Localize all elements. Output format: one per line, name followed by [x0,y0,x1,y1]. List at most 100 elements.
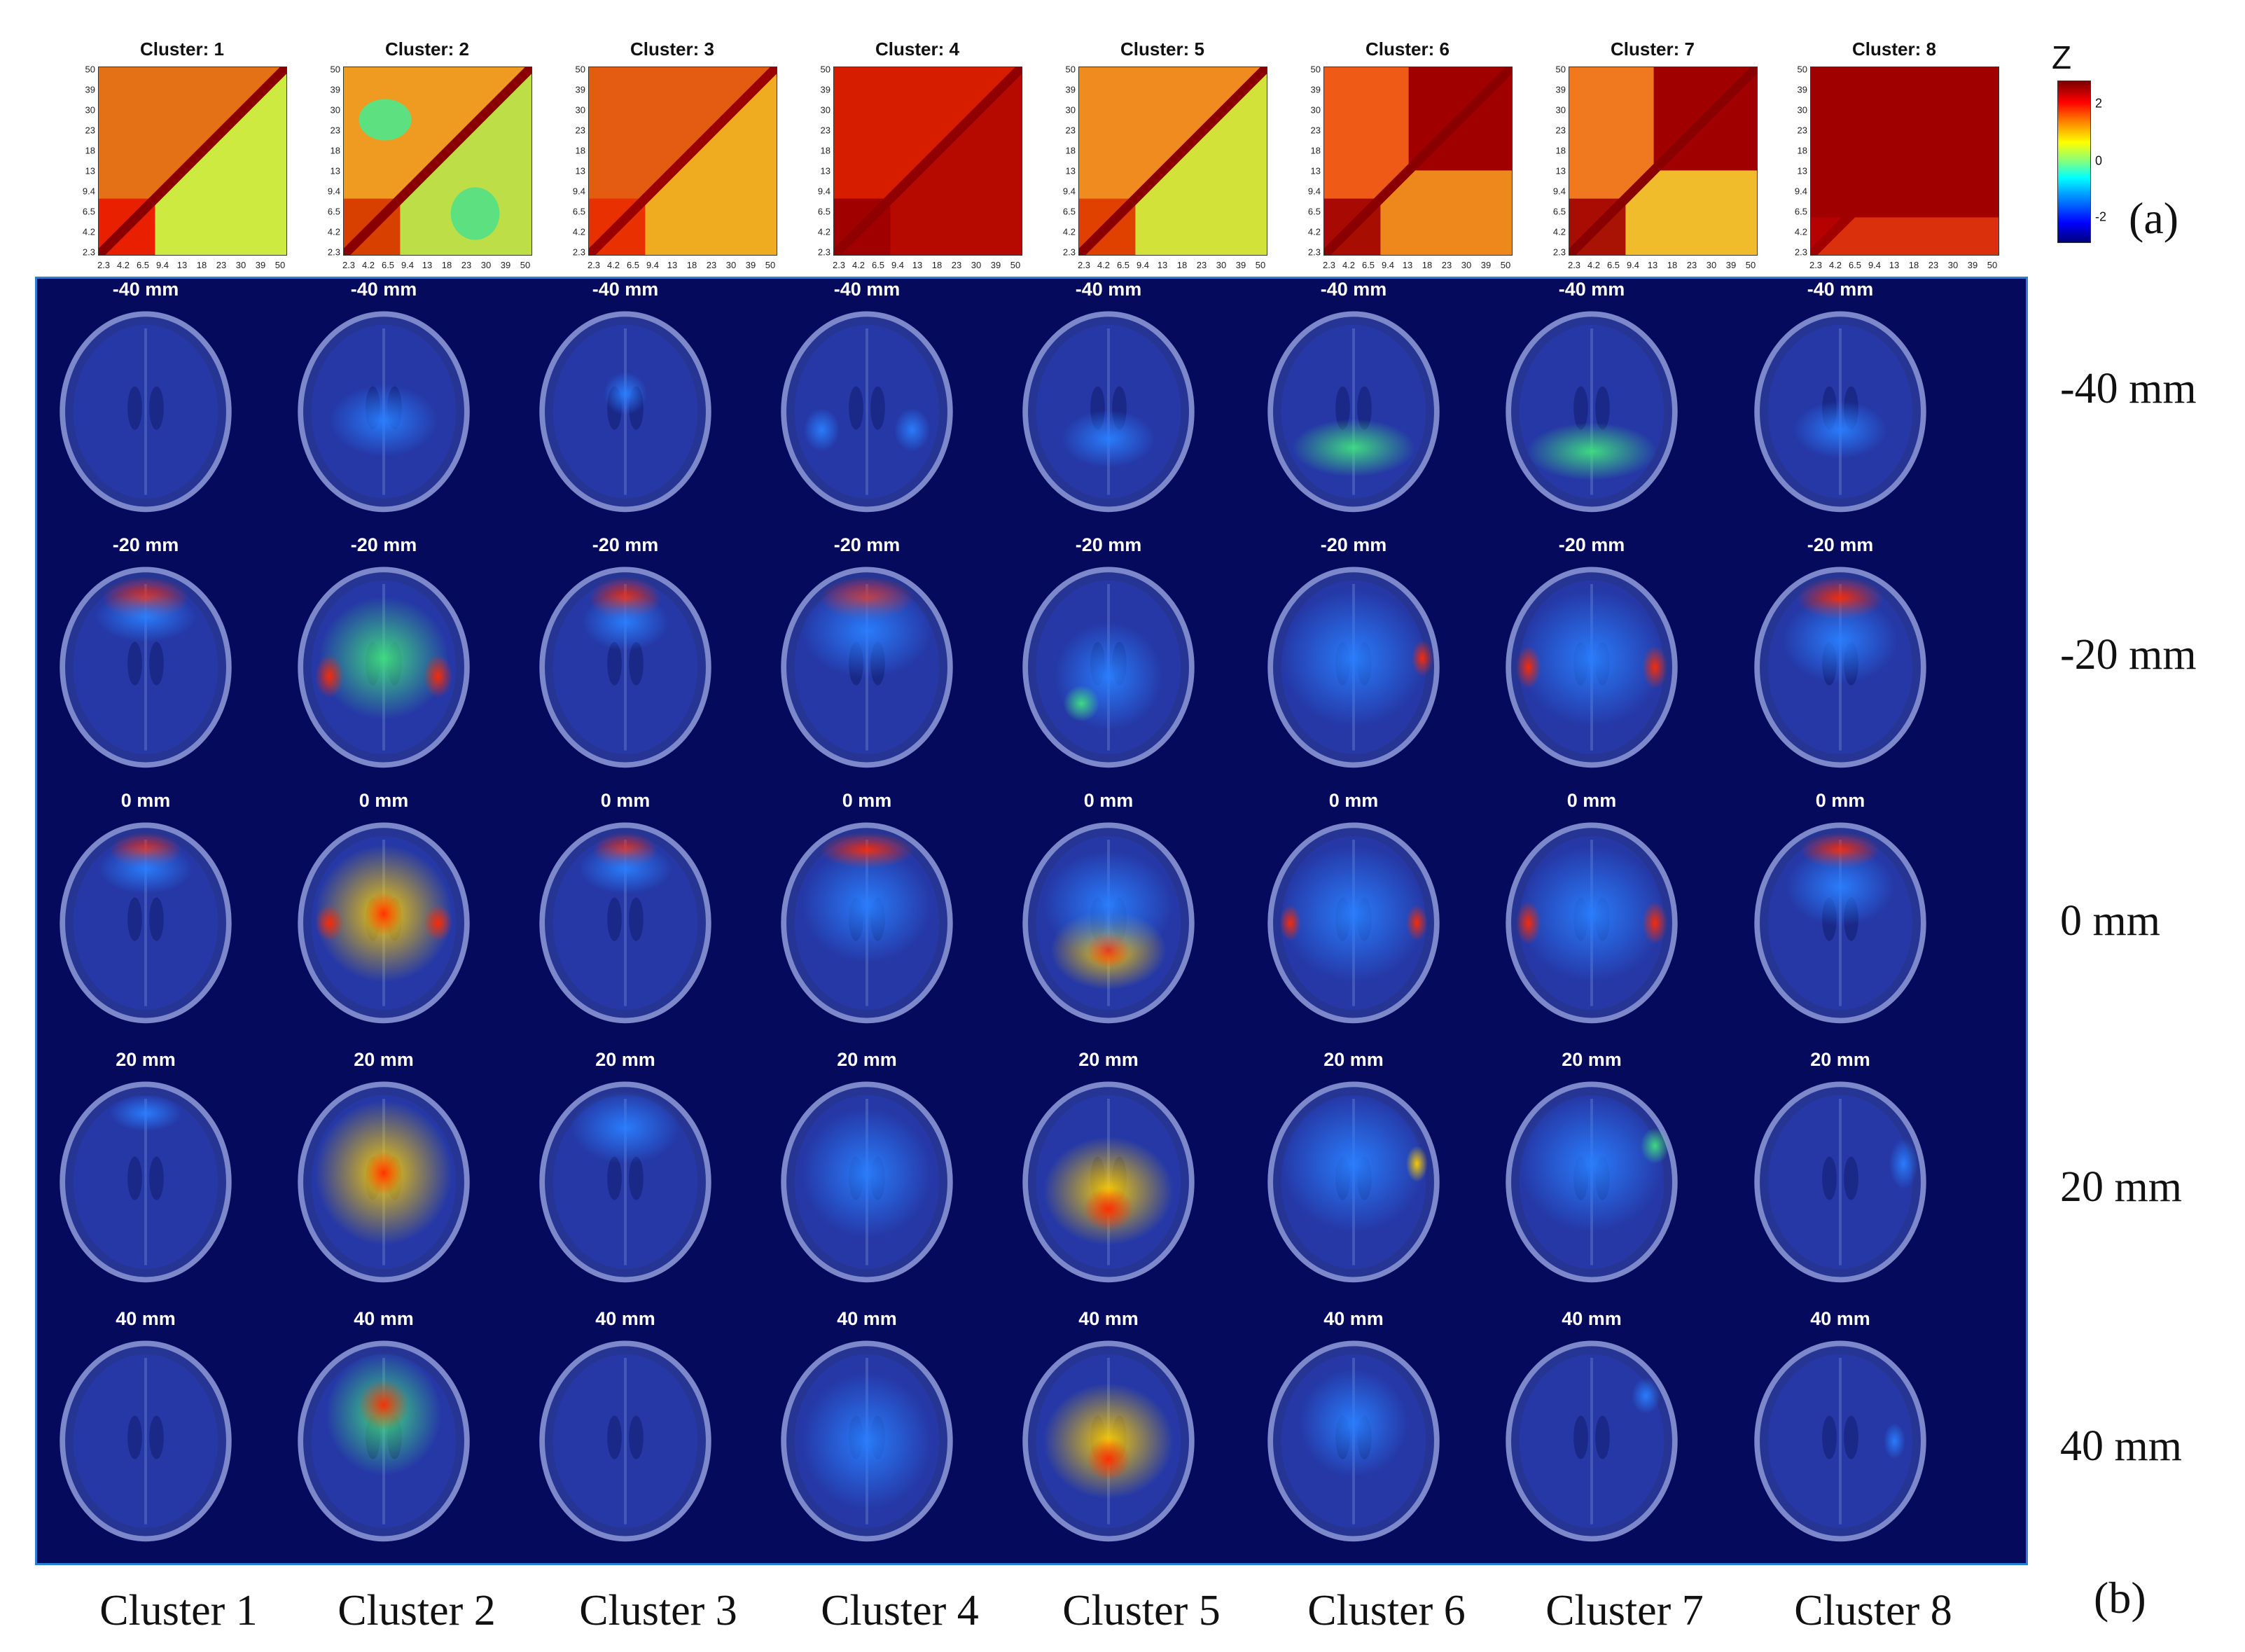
slice-label: 0 mm [842,790,892,811]
brain-slice-cluster-4 [776,562,958,779]
brain-slice-cluster-4 [776,1336,958,1553]
y-tick-label: 18 [330,145,340,156]
y-tick-label: 23 [330,125,340,136]
y-tick-label: 2.3 [1552,247,1566,258]
slice-label: 20 mm [116,1049,176,1070]
cluster-matrix-5: Cluster: 5 50 39 30 23 18 13 9.4 6.5 4.2 2.3 2.3 4.2… [1057,39,1267,291]
brain-slice-cluster-4 [776,307,958,524]
x-tick-labels: 2.3 4.2 6.5 9.4 13 18 23 30 39 50 [1568,260,1756,274]
brain-slice-cluster-8 [1749,307,1931,524]
y-tick-label: 50 [1555,64,1566,75]
slice-label: -40 mm [112,279,179,300]
brain-slice-cluster-2 [293,818,475,1035]
x-tick-label: 9.4 [1136,260,1150,270]
x-tick-label: 50 [1745,260,1756,270]
slice-label: -20 mm [1558,534,1625,555]
x-tick-label: 18 [1422,260,1433,270]
x-tick-label: 4.2 [116,260,130,270]
y-tick-label: 9.4 [1307,186,1321,197]
y-tick-label: 2.3 [1062,247,1076,258]
x-tick-label: 6.5 [1116,260,1130,270]
y-tick-label: 30 [1065,104,1076,116]
y-tick-label: 4.2 [1062,226,1076,237]
y-tick-label: 2.3 [572,247,585,258]
slice-label: 20 mm [837,1049,897,1070]
brain-slice-cluster-3 [534,1336,716,1553]
x-tick-labels: 2.3 4.2 6.5 9.4 13 18 23 30 39 50 [1078,260,1266,274]
slice-label: 20 mm [1810,1049,1870,1070]
x-tick-label: 4.2 [606,260,620,270]
x-tick-label: 2.3 [832,260,846,270]
cluster-matrix-title: Cluster: 6 [1365,39,1450,60]
y-tick-label: 39 [330,84,340,95]
cluster-matrix-3: Cluster: 3 50 39 30 23 18 13 9.4 6.5 4.2 2.3 2.3 4.2… [567,39,777,291]
y-tick-label: 13 [1310,165,1321,176]
slice-label: 40 mm [1810,1308,1870,1329]
x-tick-label: 23 [706,260,717,270]
slice-label: -40 mm [833,279,901,300]
panel-label-a: (a) [2129,193,2179,243]
x-tick-label: 23 [1686,260,1697,270]
y-tick-label: 6.5 [327,206,340,217]
brain-slice-cluster-6 [1263,307,1445,524]
x-tick-label: 13 [176,260,188,270]
x-tick-label: 23 [1928,260,1939,270]
y-tick-label: 4.2 [572,226,585,237]
x-tick-label: 4.2 [1342,260,1356,270]
x-tick-label: 39 [745,260,756,270]
cluster-matrix-title: Cluster: 8 [1852,39,1936,60]
y-tick-label: 6.5 [817,206,830,217]
x-tick-label: 18 [441,260,452,270]
x-tick-label: 4.2 [852,260,866,270]
x-tick-label: 30 [971,260,982,270]
x-tick-label: 2.3 [587,260,601,270]
slice-label: 0 mm [120,790,171,811]
slice-label: 20 mm [1323,1049,1384,1070]
brain-slice-cluster-2 [293,1336,475,1553]
y-tick-label: 18 [575,145,585,156]
x-tick-label: 13 [1647,260,1658,270]
slice-label: 0 mm [600,790,651,811]
y-tick-label: 30 [85,104,95,116]
row-label: 40 mm [2060,1422,2182,1470]
y-tick-label: 18 [1310,145,1321,156]
x-tick-labels: 2.3 4.2 6.5 9.4 13 18 23 30 39 50 [1809,260,1998,274]
y-tick-label: 9.4 [1062,186,1076,197]
brain-slice-cluster-8 [1749,562,1931,779]
slice-label: -20 mm [1075,534,1142,555]
x-tick-label: 23 [461,260,472,270]
x-tick-label: 9.4 [891,260,905,270]
y-tick-label: 30 [1797,104,1807,116]
brain-slice-cluster-5 [1017,307,1200,524]
x-tick-label: 6.5 [381,260,395,270]
correlation-matrix [1569,67,1758,256]
x-tick-label: 30 [1461,260,1472,270]
y-tick-label: 50 [575,64,585,75]
x-tick-label: 39 [1967,260,1978,270]
brain-slice-cluster-8 [1749,1336,1931,1553]
y-tick-label: 30 [1310,104,1321,116]
x-tick-label: 4.2 [1828,260,1842,270]
slice-label: -40 mm [1807,279,1874,300]
y-tick-label: 50 [85,64,95,75]
brain-slice-cluster-1 [55,1336,237,1553]
row-label: -40 mm [2060,365,2197,412]
y-tick-label: 13 [575,165,585,176]
y-tick-label: 23 [85,125,95,136]
y-tick-label: 2.3 [1307,247,1321,258]
slice-label: -40 mm [1558,279,1625,300]
column-label: Cluster 6 [1307,1587,1466,1634]
row-label: -20 mm [2060,631,2197,679]
brain-slice-cluster-7 [1501,1336,1683,1553]
y-tick-label: 4.2 [1552,226,1566,237]
y-tick-label: 39 [85,84,95,95]
y-tick-label: 6.5 [1552,206,1566,217]
x-tick-label: 2.3 [1077,260,1091,270]
brain-slice-cluster-7 [1501,562,1683,779]
slice-label: -40 mm [350,279,417,300]
x-tick-label: 6.5 [626,260,640,270]
y-tick-label: 30 [575,104,585,116]
slice-label: 40 mm [1562,1308,1622,1329]
y-tick-label: 18 [1797,145,1807,156]
y-tick-label: 23 [1310,125,1321,136]
